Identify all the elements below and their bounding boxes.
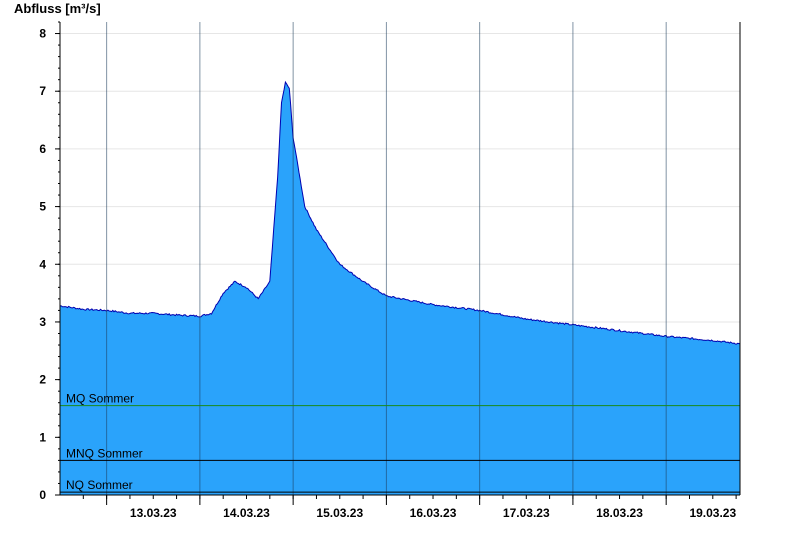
y-tick-label: 7 [39, 84, 46, 98]
y-tick-label: 2 [39, 373, 46, 387]
discharge-line [59, 80, 741, 345]
y-tick-label: 4 [39, 257, 46, 271]
x-ticks: 13.03.23 14.03.23 15.03.23 16.03.23 17.03.23… [82, 495, 737, 520]
axes [59, 22, 741, 496]
series-area-group [59, 80, 741, 495]
reference-lines: MQ Sommer MNQ Sommer NQ Sommer [60, 392, 740, 493]
y-axis-label: Abfluss [m³/s] [14, 1, 101, 16]
x-tick-label: 18.03.23 [596, 506, 643, 520]
y-tick-label: 6 [39, 142, 46, 156]
reference-line-label: MQ Sommer [66, 392, 134, 406]
reference-line-label: NQ Sommer [66, 478, 133, 492]
x-tick-label: 17.03.23 [503, 506, 550, 520]
y-tick-label: 8 [39, 27, 46, 41]
y-tick-label: 5 [39, 200, 46, 214]
y-ticks: 0 1 2 3 4 5 6 7 8 [39, 21, 60, 502]
x-tick-label: 15.03.23 [316, 506, 363, 520]
x-tick-label: 19.03.23 [689, 506, 736, 520]
vertical-day-lines [106, 22, 667, 495]
x-tick-label: 14.03.23 [223, 506, 270, 520]
reference-line-label: MNQ Sommer [66, 446, 143, 460]
y-tick-label: 0 [39, 488, 46, 502]
discharge-area [60, 82, 740, 495]
x-tick-label: 16.03.23 [410, 506, 457, 520]
y-tick-label: 1 [39, 430, 46, 444]
y-tick-label: 3 [39, 315, 46, 329]
x-tick-label: 13.03.23 [130, 506, 177, 520]
